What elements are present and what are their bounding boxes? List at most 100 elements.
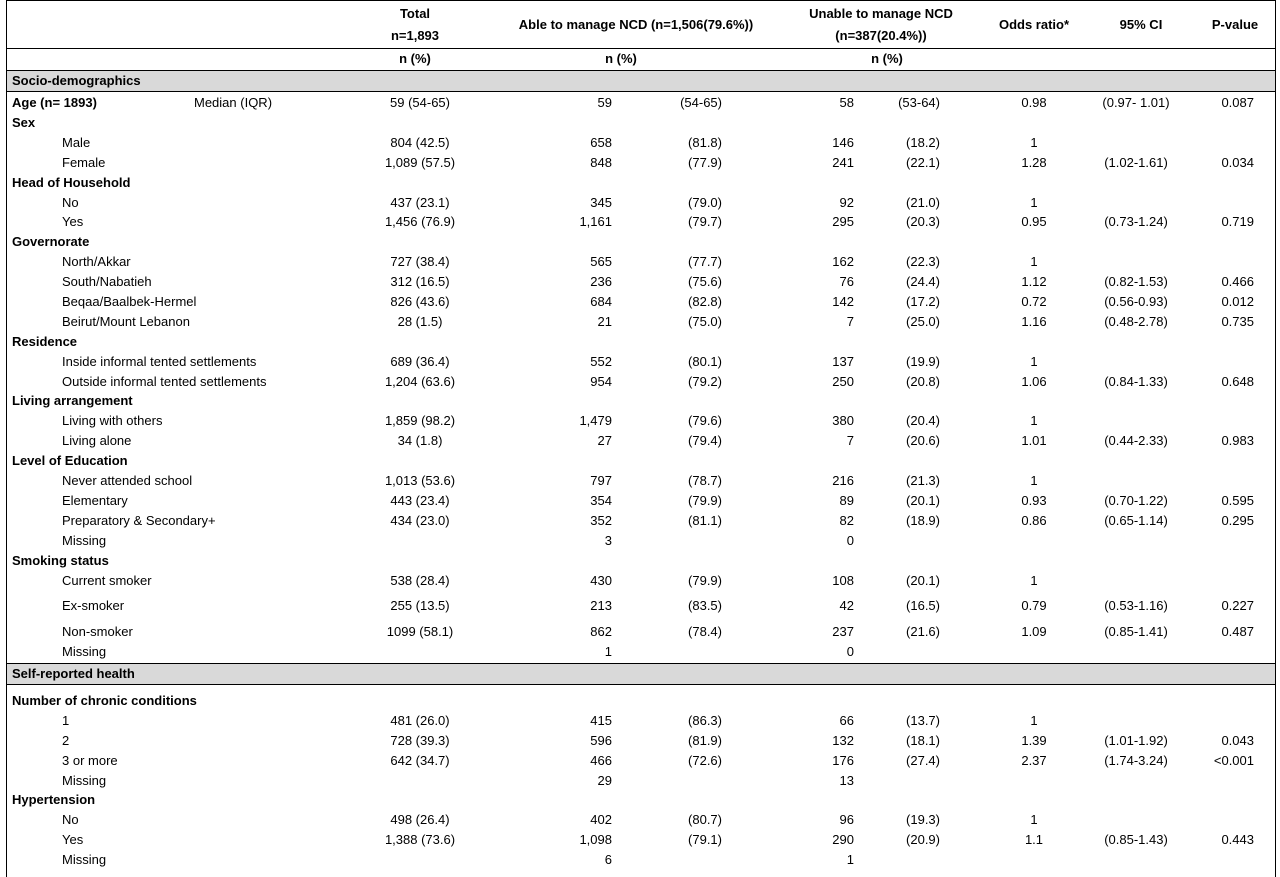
table-row-label: No — [62, 812, 79, 827]
cell-able-n: 466 — [590, 753, 612, 768]
cell-unable-pct: (20.1) — [906, 573, 940, 588]
cell-total: 1,013 (53.6) — [384, 473, 456, 488]
cell-able-pct: (79.9) — [688, 573, 722, 588]
cell-unable-pct: (20.9) — [906, 832, 940, 847]
cell-odds-ratio: 1 — [1030, 195, 1038, 210]
table-row-label: 1 — [62, 713, 70, 728]
header-total-line1: Total — [399, 6, 431, 21]
cell-unable-pct: (21.3) — [906, 473, 940, 488]
cell-unable-n: 7 — [846, 314, 854, 329]
header-able: Able to manage NCD (n=1,506(79.6%)) — [518, 17, 754, 32]
cell-total: 498 (26.4) — [390, 812, 450, 827]
cell-unable-pct: (16.5) — [906, 598, 940, 613]
cell-able-n: 345 — [590, 195, 612, 210]
table-row-label: Outside informal tented settlements — [62, 374, 267, 389]
table-row-label: Living with others — [62, 413, 163, 428]
table-row-label: North/Akkar — [62, 254, 131, 269]
cell-unable-n: 290 — [832, 832, 854, 847]
table-row-label: Age (n= 1893) — [12, 95, 97, 110]
table-row-label: Female — [62, 155, 106, 170]
cell-unable-n: 66 — [839, 713, 854, 728]
cell-odds-ratio: 1 — [1030, 135, 1038, 150]
cell-ci: (0.65-1.14) — [1104, 513, 1168, 528]
header-unable-line1: Unable to manage NCD — [809, 6, 953, 21]
cell-total: 59 (54-65) — [390, 95, 450, 110]
cell-unable-n: 82 — [839, 513, 854, 528]
cell-odds-ratio: 1 — [1030, 812, 1038, 827]
cell-ci: (0.84-1.33) — [1104, 374, 1168, 389]
cell-able-n: 59 — [597, 95, 612, 110]
rule-left — [6, 0, 7, 877]
cell-ci: (0.73-1.24) — [1104, 214, 1168, 229]
cell-unable-n: 0 — [846, 644, 854, 659]
cell-able-n: 29 — [597, 773, 612, 788]
cell-total: 1,388 (73.6) — [384, 832, 456, 847]
cell-unable-pct: (25.0) — [906, 314, 940, 329]
cell-able-pct: (79.0) — [688, 195, 722, 210]
cell-able-n: 1,098 — [579, 832, 612, 847]
section-self-reported-health-label: Self-reported health — [12, 666, 135, 681]
cell-unable-pct: (20.1) — [906, 493, 940, 508]
cell-odds-ratio: 1.09 — [1021, 624, 1047, 639]
table-row-label: Yes — [62, 832, 84, 847]
cell-odds-ratio: 0.93 — [1021, 493, 1047, 508]
cell-odds-ratio: 0.79 — [1021, 598, 1047, 613]
group-label-label: Hypertension — [12, 792, 96, 807]
group-label-label: Residence — [12, 334, 78, 349]
cell-unable-pct: (20.8) — [906, 374, 940, 389]
cell-total: 1,456 (76.9) — [384, 214, 456, 229]
section-socio-demographics: Socio-demographics — [6, 70, 1275, 92]
cell-unable-n: 108 — [832, 573, 854, 588]
cell-odds-ratio: 1 — [1030, 354, 1038, 369]
table-row-label: Living alone — [62, 433, 132, 448]
cell-p-value: 0.043 — [1221, 733, 1254, 748]
cell-unable-pct: (20.4) — [906, 413, 940, 428]
cell-able-n: 415 — [590, 713, 612, 728]
cell-able-n: 565 — [590, 254, 612, 269]
cell-odds-ratio: 0.95 — [1021, 214, 1047, 229]
header-ci: 95% CI — [1119, 17, 1163, 32]
cell-ci: (0.82-1.53) — [1104, 274, 1168, 289]
cell-total: 255 (13.5) — [390, 598, 450, 613]
cell-able-pct: (82.8) — [688, 294, 722, 309]
cell-ci: (1.74-3.24) — [1104, 753, 1168, 768]
cell-p-value: 0.227 — [1221, 598, 1254, 613]
cell-unable-n: 58 — [839, 95, 854, 110]
group-label-label: Head of Household — [12, 175, 131, 190]
cell-ci: (0.56-0.93) — [1104, 294, 1168, 309]
group-label-label: Sex — [12, 115, 36, 130]
cell-unable-pct: (20.3) — [906, 214, 940, 229]
cell-able-pct: (79.4) — [688, 433, 722, 448]
cell-total: 826 (43.6) — [390, 294, 450, 309]
cell-total: 538 (28.4) — [390, 573, 450, 588]
cell-unable-n: 380 — [832, 413, 854, 428]
cell-p-value: 0.443 — [1221, 832, 1254, 847]
section-socio-demographics-label: Socio-demographics — [12, 73, 141, 88]
cell-odds-ratio: 1.16 — [1021, 314, 1047, 329]
npct-able: n (%) — [605, 51, 637, 66]
cell-able-pct: (86.3) — [688, 713, 722, 728]
cell-odds-ratio: 1 — [1030, 473, 1038, 488]
group-label-label: Number of chronic conditions — [12, 693, 197, 708]
cell-unable-n: 96 — [839, 812, 854, 827]
cell-able-pct: (83.5) — [688, 598, 722, 613]
cell-able-pct: (79.7) — [688, 214, 722, 229]
cell-p-value: 0.719 — [1221, 214, 1254, 229]
cell-able-pct: (79.6) — [688, 413, 722, 428]
group-label-label: Living arrangement — [12, 393, 133, 408]
cell-able-n: 3 — [604, 533, 612, 548]
cell-odds-ratio: 1.01 — [1021, 433, 1047, 448]
cell-total: 728 (39.3) — [390, 733, 450, 748]
cell-unable-pct: (27.4) — [906, 753, 940, 768]
cell-unable-n: 237 — [832, 624, 854, 639]
npct-unable: n (%) — [871, 51, 903, 66]
cell-able-pct: (80.1) — [688, 354, 722, 369]
cell-p-value: 0.648 — [1221, 374, 1254, 389]
cell-total: 642 (34.7) — [390, 753, 450, 768]
cell-ci: (0.85-1.41) — [1104, 624, 1168, 639]
cell-able-pct: (77.7) — [688, 254, 722, 269]
cell-unable-n: 162 — [832, 254, 854, 269]
cell-unable-pct: (24.4) — [906, 274, 940, 289]
table-row-label: Missing — [62, 852, 107, 867]
cell-able-n: 596 — [590, 733, 612, 748]
